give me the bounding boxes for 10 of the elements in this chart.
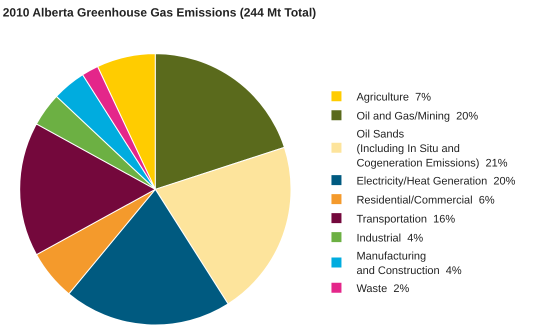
chart-title: 2010 Alberta Greenhouse Gas Emissions (244 Mt Total) [2,6,316,20]
legend-label: Transportation 16% [356,213,456,226]
legend-label: Residential/Commercial 6% [356,194,495,206]
legend-label: Industrial 4% [356,232,424,244]
legend-label: Waste 2% [356,283,410,296]
legend-label: Agriculture 7% [356,92,432,104]
legend-label: Electricity/Heat Generation 20% [356,175,516,188]
legend-label: Oil and Gas/Mining 20% [356,110,478,123]
legend-label: Oil Sands (Including In Situ and Cogeneration Emissions) 21% [356,128,508,170]
legend-label: Manufacturing and Construction 4% [356,250,462,277]
